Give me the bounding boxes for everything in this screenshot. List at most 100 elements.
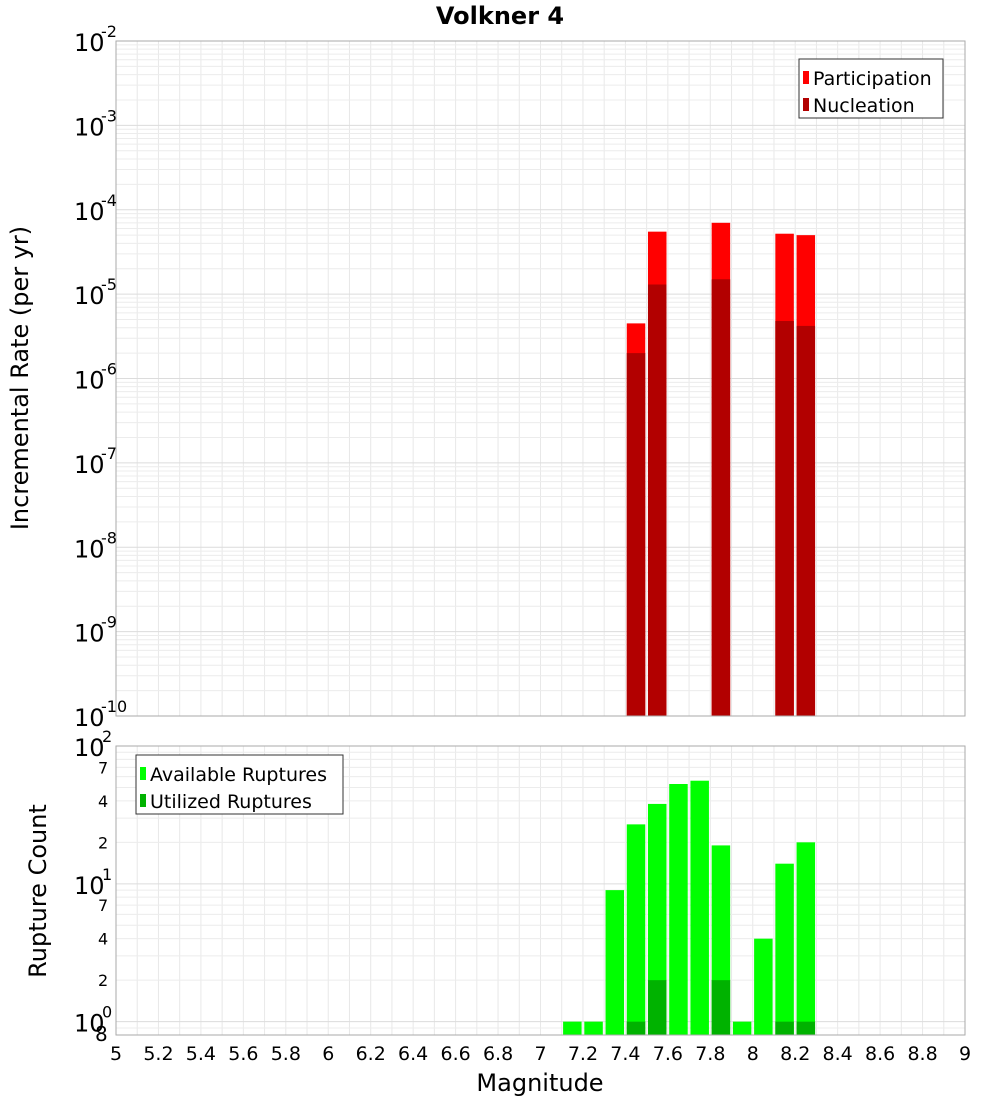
y-tick-label: 10 — [74, 535, 105, 563]
bar-utilized-ruptures — [647, 980, 667, 1035]
y-tick-exponent: -5 — [101, 275, 117, 294]
y-tick-exponent: -4 — [101, 191, 117, 210]
legend-entry: Nucleation — [813, 95, 915, 117]
x-tick-label: 8.4 — [823, 1043, 853, 1065]
y-tick-label: 10 — [74, 29, 105, 57]
y-tick-exponent: -2 — [101, 22, 117, 41]
x-tick-label: 5.6 — [228, 1043, 258, 1065]
x-tick-label: 7.8 — [695, 1043, 725, 1065]
legend-box — [798, 58, 944, 119]
y-tick-label: 10 — [74, 451, 105, 479]
top-bars — [626, 222, 816, 716]
x-tick-label: 5.4 — [186, 1043, 216, 1065]
y-minor-tick-label: 7 — [98, 896, 108, 915]
y-tick-label: 10 — [74, 620, 105, 648]
bar-utilized-ruptures — [711, 980, 731, 1035]
y-tick-exponent: 1 — [102, 865, 112, 884]
y-minor-tick-label: 7 — [98, 758, 108, 777]
bar-available-ruptures — [647, 803, 667, 1035]
top-plot: Volkner 4 10-1010-910-810-710-610-510-41… — [6, 2, 966, 732]
legend-entry: Participation — [813, 68, 932, 90]
x-tick-label: 7.2 — [568, 1043, 598, 1065]
y-tick-exponent: -8 — [101, 528, 117, 547]
bottom-plot-border — [115, 745, 966, 1036]
y-tick-label: 10 — [74, 734, 105, 762]
y-minor-tick-label: 4 — [98, 930, 108, 949]
top-plot-border — [115, 40, 966, 717]
bar-nucleation — [647, 284, 667, 716]
x-tick-label: 5 — [110, 1043, 122, 1065]
legend-box — [135, 754, 344, 815]
bar-available-ruptures — [605, 890, 625, 1035]
x-tick-label: 7 — [534, 1043, 546, 1065]
bar-utilized-ruptures — [775, 1021, 794, 1035]
bar-nucleation — [775, 321, 794, 716]
x-tick-label: 6.6 — [440, 1043, 470, 1065]
x-tick-label: 9 — [959, 1043, 971, 1065]
x-tick-label: 8.2 — [780, 1043, 810, 1065]
x-tick-label: 8.8 — [907, 1043, 937, 1065]
legend-entry: Utilized Ruptures — [150, 791, 312, 813]
y-tick-label: 10 — [74, 704, 105, 732]
x-tick-labels: 5 5.2 5.4 5.6 5.8 6 6.2 6.4 6.6 6.8 7 7.2 7.4 7.6 7.8 8… — [110, 1043, 971, 1065]
bar-nucleation — [711, 279, 731, 716]
bar-available-ruptures — [775, 863, 794, 1035]
legend-swatch — [803, 98, 809, 111]
y-tick-exponent: -10 — [101, 697, 127, 716]
bar-available-ruptures — [796, 842, 816, 1035]
x-axis-label: Magnitude — [476, 1069, 603, 1097]
x-tick-label: 8.6 — [865, 1043, 895, 1065]
x-tick-label: 6 — [322, 1043, 334, 1065]
x-tick-label: 8 — [747, 1043, 759, 1065]
bottom-y-axis-label: Rupture Count — [24, 804, 52, 978]
y-minor-tick-label: 2 — [98, 833, 108, 852]
bar-available-ruptures — [584, 1021, 603, 1035]
bar-utilized-ruptures — [796, 1021, 816, 1035]
y-tick-label: 10 — [74, 367, 105, 395]
x-tick-label: 5.8 — [271, 1043, 301, 1065]
bar-available-ruptures — [563, 1021, 582, 1035]
chart-title: Volkner 4 — [436, 2, 564, 30]
x-tick-label: 6.8 — [483, 1043, 513, 1065]
y-minor-tick-label: 8 — [95, 1022, 108, 1046]
y-minor-tick-label: 2 — [98, 971, 108, 990]
y-tick-exponent: -7 — [101, 444, 117, 463]
bar-available-ruptures — [626, 824, 646, 1035]
x-tick-label: 5.2 — [143, 1043, 173, 1065]
y-tick-label: 10 — [74, 113, 105, 141]
top-legend: Participation Nucleation — [798, 58, 944, 119]
bottom-legend: Available Ruptures Utilized Ruptures — [135, 754, 344, 815]
y-tick-label: 10 — [74, 1010, 105, 1038]
legend-swatch — [803, 71, 809, 84]
bar-available-ruptures — [754, 938, 773, 1035]
x-tick-label: 6.2 — [356, 1043, 386, 1065]
legend-swatch — [140, 767, 146, 780]
y-tick-exponent: -3 — [101, 106, 117, 125]
bar-nucleation — [796, 325, 816, 716]
y-tick-exponent: 0 — [102, 1003, 112, 1022]
x-tick-label: 7.4 — [610, 1043, 640, 1065]
legend-swatch — [140, 794, 146, 807]
y-minor-tick-label: 4 — [98, 792, 108, 811]
y-tick-label: 10 — [74, 198, 105, 226]
legend-entry: Available Ruptures — [150, 764, 327, 786]
bar-available-ruptures — [669, 784, 688, 1035]
top-y-axis-label: Incremental Rate (per yr) — [6, 226, 34, 530]
y-tick-exponent: -9 — [101, 613, 117, 632]
bar-nucleation — [626, 353, 646, 716]
x-tick-label: 6.4 — [398, 1043, 428, 1065]
y-tick-exponent: -6 — [101, 360, 117, 379]
top-grid — [115, 40, 966, 717]
y-tick-label: 10 — [74, 282, 105, 310]
bar-utilized-ruptures — [626, 1021, 646, 1035]
bottom-bars — [563, 780, 816, 1035]
y-tick-label: 10 — [74, 872, 105, 900]
y-tick-exponent: 2 — [102, 727, 112, 746]
bar-available-ruptures — [732, 1021, 752, 1035]
x-tick-label: 7.6 — [653, 1043, 683, 1065]
bar-available-ruptures — [690, 780, 709, 1035]
